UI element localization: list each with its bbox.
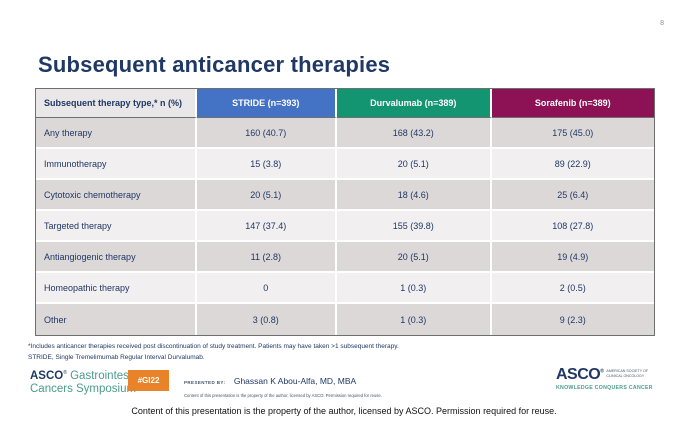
cell-value: 168 (43.2) — [337, 118, 492, 149]
table-row: Any therapy 160 (40.7) 168 (43.2) 175 (4… — [36, 118, 654, 149]
cell-value: 20 (5.1) — [337, 149, 492, 180]
asco-wordmark: ASCO — [30, 370, 64, 382]
table-row: Other 3 (0.8) 1 (0.3) 9 (2.3) — [36, 304, 654, 335]
table-row: Cytotoxic chemotherapy 20 (5.1) 18 (4.6)… — [36, 180, 654, 211]
asco-gi-symposium-logo: ASCO® Gastrointestinal Cancers Symposium — [30, 370, 150, 396]
presenter-fine-print: Content of this presentation is the prop… — [184, 393, 382, 398]
table-header-row: Subsequent therapy type,* n (%) STRIDE (… — [36, 89, 654, 118]
cell-value: 19 (4.9) — [491, 242, 654, 273]
copyright-caption: Content of this presentation is the prop… — [131, 406, 557, 416]
gi-logo-line2: Cancers Symposium — [30, 383, 137, 396]
asco-tagline: KNOWLEDGE CONQUERS CANCER — [556, 385, 653, 391]
cell-value: 155 (39.8) — [337, 211, 492, 242]
row-label: Antiangiogenic therapy — [36, 242, 197, 273]
table-row: Targeted therapy 147 (37.4) 155 (39.8) 1… — [36, 211, 654, 242]
column-header-stride: STRIDE (n=393) — [196, 89, 338, 118]
cell-value: 2 (0.5) — [491, 273, 654, 304]
presenter-name: Ghassan K Abou-Alfa, MD, MBA — [233, 376, 357, 386]
cell-value: 175 (45.0) — [491, 118, 654, 149]
cell-value: 20 (5.1) — [337, 242, 492, 273]
table-row: Homeopathic therapy 0 1 (0.3) 2 (0.5) — [36, 273, 654, 304]
column-header-sorafenib: Sorafenib (n=389) — [491, 89, 654, 118]
cell-value: 18 (4.6) — [337, 180, 492, 211]
registered-mark: ® — [600, 368, 604, 375]
cell-value: 160 (40.7) — [196, 118, 338, 149]
cell-value: 9 (2.3) — [491, 304, 654, 335]
cell-value: 3 (0.8) — [196, 304, 338, 335]
row-label: Any therapy — [36, 118, 197, 149]
table-row: Immunotherapy 15 (3.8) 20 (5.1) 89 (22.9… — [36, 149, 654, 180]
row-label: Other — [36, 304, 197, 335]
column-header-durvalumab: Durvalumab (n=389) — [337, 89, 492, 118]
column-header-therapy-type: Subsequent therapy type,* n (%) — [36, 89, 197, 118]
footnote-line: *Includes anticancer therapies received … — [28, 343, 399, 350]
slide-title: Subsequent anticancer therapies — [38, 52, 391, 77]
cell-value: 0 — [196, 273, 338, 304]
slide-footer: ASCO® Gastrointestinal Cancers Symposium… — [0, 364, 688, 400]
cell-value: 25 (6.4) — [491, 180, 654, 211]
row-label: Immunotherapy — [36, 149, 197, 180]
subsequent-therapies-table: Subsequent therapy type,* n (%) STRIDE (… — [35, 88, 655, 336]
cell-value: 108 (27.8) — [491, 211, 654, 242]
cell-value: 15 (3.8) — [196, 149, 338, 180]
society-name: AMERICAN SOCIETY OF CLINICAL ONCOLOGY — [606, 369, 649, 378]
cell-value: 1 (0.3) — [337, 304, 492, 335]
row-label: Targeted therapy — [36, 211, 197, 242]
registered-mark: ® — [63, 370, 67, 377]
cell-value: 147 (37.4) — [196, 211, 338, 242]
hashtag-badge: #GI22 — [128, 370, 169, 391]
presenter-block: PRESENTED BY: Ghassan K Abou-Alfa, MD, M… — [184, 371, 382, 398]
row-label: Homeopathic therapy — [36, 273, 197, 304]
asco-logo: ASCO® AMERICAN SOCIETY OF CLINICAL ONCOL… — [556, 366, 666, 391]
table-row: Antiangiogenic therapy 11 (2.8) 20 (5.1)… — [36, 242, 654, 273]
asco-wordmark: ASCO — [556, 366, 601, 383]
page-number: 8 — [660, 20, 664, 27]
row-label: Cytotoxic chemotherapy — [36, 180, 197, 211]
cell-value: 89 (22.9) — [491, 149, 654, 180]
footnotes: *Includes anticancer therapies received … — [28, 341, 399, 363]
cell-value: 20 (5.1) — [196, 180, 338, 211]
footnote-line: STRIDE, Single Tremelimumab Regular Inte… — [28, 354, 205, 362]
cell-value: 11 (2.8) — [196, 242, 338, 273]
cell-value: 1 (0.3) — [337, 273, 492, 304]
presented-by-label: PRESENTED BY: — [184, 380, 226, 385]
